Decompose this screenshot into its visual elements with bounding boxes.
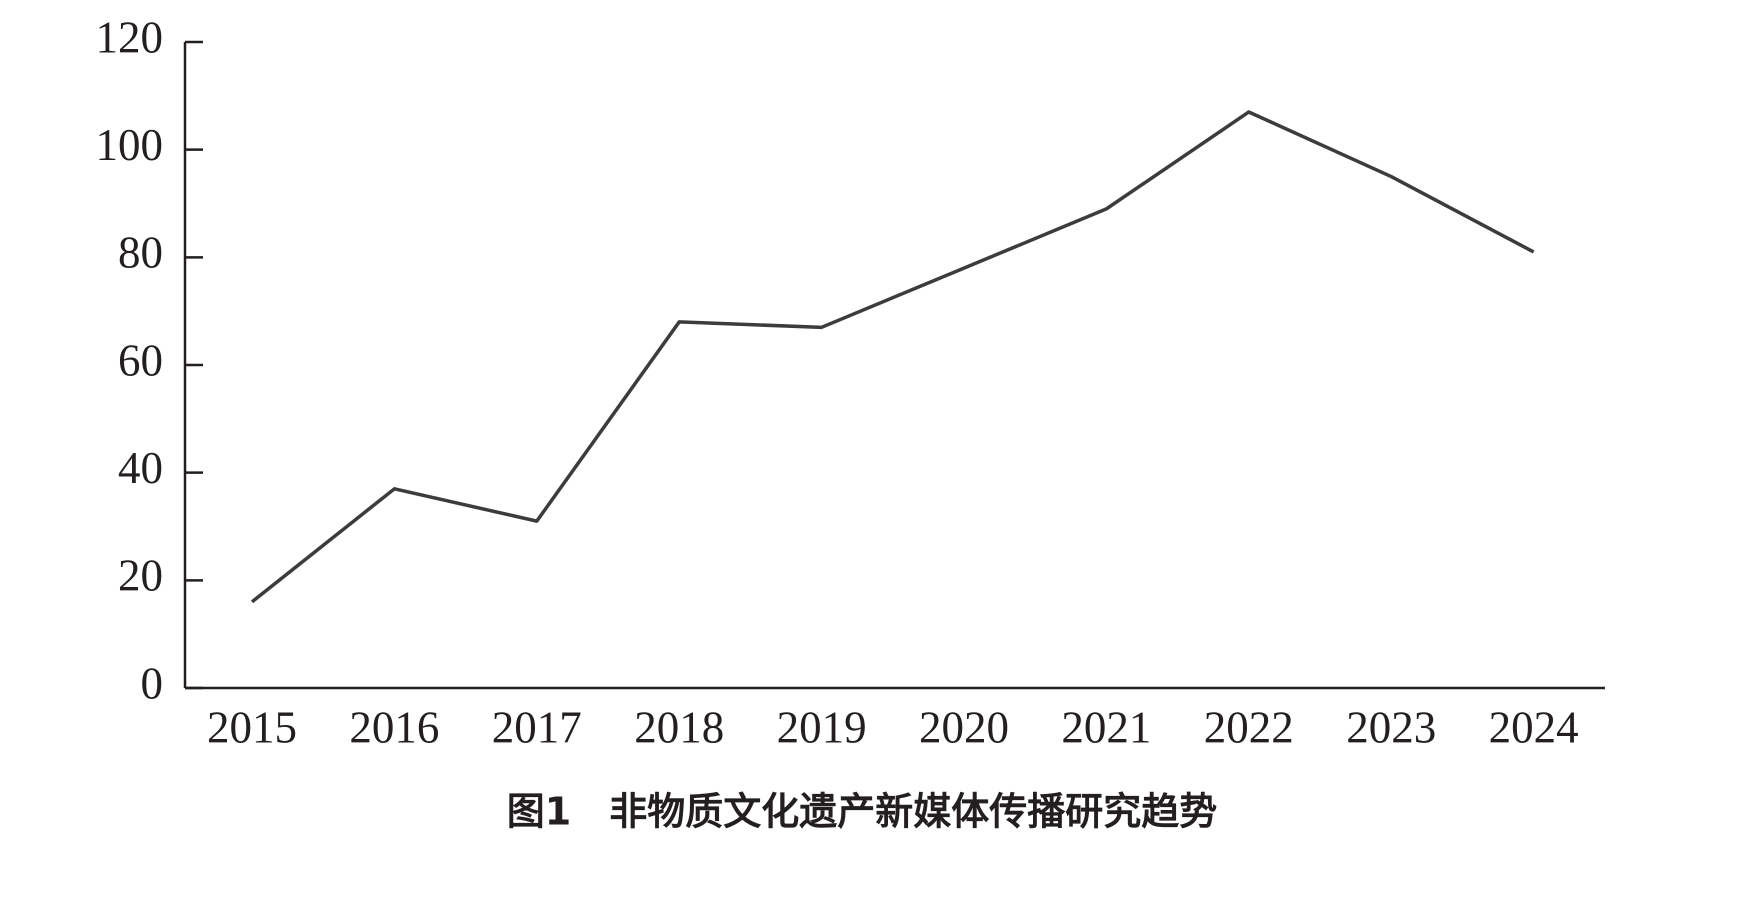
y-tick-label: 0 — [141, 658, 164, 708]
y-tick-label: 20 — [118, 551, 163, 601]
x-tick-label: 2018 — [634, 702, 724, 752]
x-tick-label: 2022 — [1204, 702, 1294, 752]
x-tick-label: 2017 — [492, 702, 582, 752]
chart-title: 图1 非物质文化遗产新媒体传播研究趋势 — [507, 790, 1217, 834]
x-tick-label: 2023 — [1346, 702, 1436, 752]
line — [250, 110, 1535, 604]
x-tick-label: 2024 — [1489, 702, 1579, 752]
y-tick-label: 40 — [118, 443, 163, 493]
y-tick-label: 80 — [118, 228, 163, 278]
x-tick-label: 2016 — [349, 702, 439, 752]
x-tick-label: 2015 — [207, 702, 297, 752]
y-tick-label: 60 — [118, 335, 163, 385]
y-tick-label: 100 — [96, 120, 164, 170]
x-tick-label: 2021 — [1061, 702, 1151, 752]
y-tick-label: 120 — [96, 12, 164, 62]
x-tick-label: 2020 — [919, 702, 1009, 752]
x-tick-label: 2019 — [777, 702, 867, 752]
